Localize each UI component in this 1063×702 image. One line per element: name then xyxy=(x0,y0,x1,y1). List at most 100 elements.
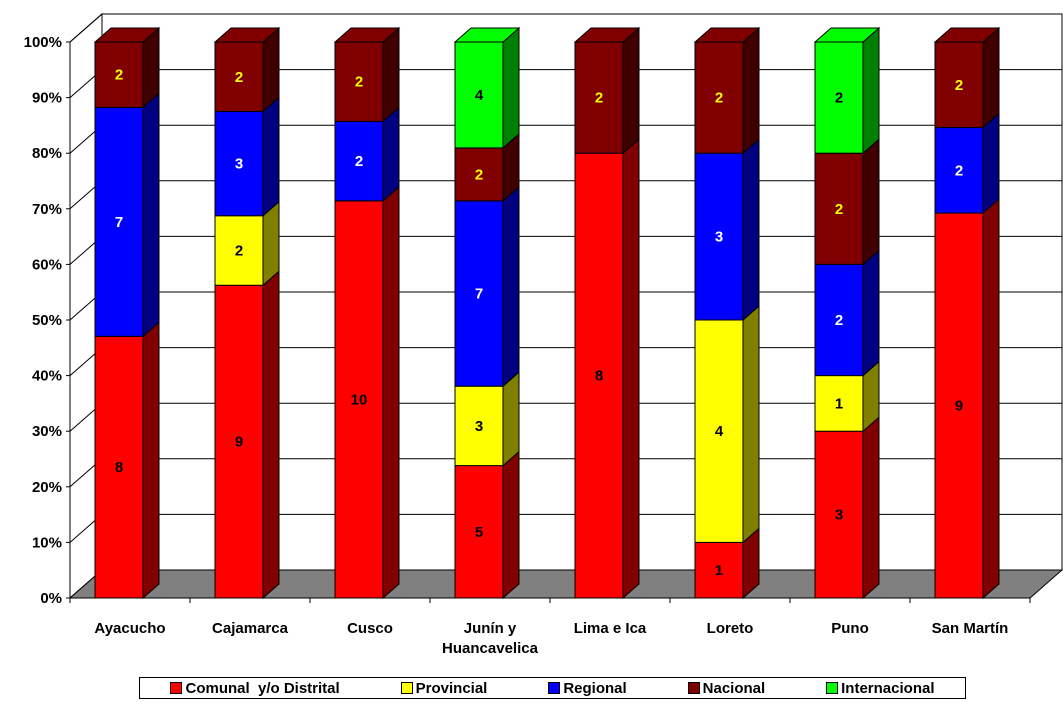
bar-segment xyxy=(454,200,504,387)
data-label: 2 xyxy=(835,312,843,329)
legend: Comunal y/o Distrital Provincial Regional N… xyxy=(139,677,966,699)
data-label: 7 xyxy=(115,214,123,231)
bar-side xyxy=(862,249,880,377)
bar-side xyxy=(502,450,520,600)
data-label: 10 xyxy=(351,391,368,408)
legend-swatch xyxy=(170,682,183,694)
data-label: 2 xyxy=(115,67,123,84)
chart-svg: 0% 10% 20% 30% 40% 50% 60% 70% 80% 90% 100% 8 7 2 Ayac… xyxy=(24,12,1063,657)
bar-side xyxy=(502,185,520,388)
data-label: 2 xyxy=(955,77,963,94)
bar-side xyxy=(742,304,760,544)
legend-item: Comunal y/o Distrital xyxy=(170,679,340,697)
category-label: Huancavelica xyxy=(442,640,539,657)
bar-side xyxy=(502,26,520,150)
bar-segment xyxy=(814,263,864,377)
y-tick-label: 20% xyxy=(32,479,62,496)
bar-side xyxy=(982,197,1000,600)
legend-item: Internacional xyxy=(826,679,935,697)
legend-item: Nacional xyxy=(687,679,766,697)
data-label: 9 xyxy=(235,434,243,451)
data-label: 2 xyxy=(835,201,843,218)
legend-label: Internacional xyxy=(841,679,935,697)
bar-side xyxy=(502,371,520,467)
bar-top xyxy=(693,27,761,43)
category-label: Cajamarca xyxy=(212,620,289,637)
category-label: San Martín xyxy=(932,620,1009,637)
data-label: 9 xyxy=(955,398,963,415)
data-label: 3 xyxy=(475,418,483,435)
category-label: Loreto xyxy=(707,620,754,637)
legend-label: Provincial xyxy=(415,679,488,697)
bar-side xyxy=(742,138,760,322)
bar-top xyxy=(93,27,161,43)
y-tick-label: 60% xyxy=(32,256,62,273)
bar-side xyxy=(262,96,280,217)
bar-segment xyxy=(814,375,864,432)
bar-side xyxy=(382,185,400,600)
data-label: 3 xyxy=(835,507,843,524)
bar-segment xyxy=(574,152,624,599)
y-tick-label: 10% xyxy=(32,534,62,551)
gridline xyxy=(69,13,1062,43)
bar-side xyxy=(262,270,280,600)
category-label: Junín y xyxy=(464,620,517,637)
bar-segment xyxy=(934,127,984,214)
category-label: Puno xyxy=(831,620,869,637)
bar-segment xyxy=(454,41,504,149)
bar-top xyxy=(453,27,521,43)
bar-top xyxy=(333,27,401,43)
bar-side xyxy=(982,112,1000,215)
bar-segment xyxy=(334,41,384,122)
bar-side xyxy=(622,138,640,600)
bar-segment xyxy=(334,200,384,599)
y-tick-label: 30% xyxy=(32,423,62,440)
legend-label: Comunal y/o Distrital xyxy=(185,679,340,697)
data-label: 5 xyxy=(475,524,483,541)
bar-segment xyxy=(934,41,984,129)
category-label: Cusco xyxy=(347,620,393,637)
bar-segment xyxy=(334,120,384,202)
legend-swatch xyxy=(548,682,561,694)
bar-segment xyxy=(214,41,264,112)
bar-segment xyxy=(814,152,864,265)
data-label: 2 xyxy=(355,74,363,91)
data-label: 2 xyxy=(475,166,483,183)
bar-top xyxy=(573,27,641,43)
legend-item: Provincial xyxy=(400,679,488,697)
bar-segment xyxy=(814,41,864,154)
legend-swatch xyxy=(400,682,413,694)
bar-top xyxy=(813,27,881,43)
bar-side xyxy=(742,26,760,155)
bar-segment xyxy=(214,284,264,599)
legend-label: Nacional xyxy=(702,679,766,697)
bar-side xyxy=(382,106,400,202)
data-label: 3 xyxy=(235,156,243,173)
data-label: 3 xyxy=(715,229,723,246)
bar-side xyxy=(382,26,400,123)
bar-top xyxy=(933,27,1001,43)
data-label: 1 xyxy=(715,562,723,579)
data-label: 4 xyxy=(475,87,484,104)
bar-segment xyxy=(934,212,984,599)
y-tick-label: 80% xyxy=(32,145,62,162)
data-label: 2 xyxy=(595,90,603,107)
bar-side xyxy=(142,92,160,338)
bar-segment xyxy=(574,41,624,154)
bar-side xyxy=(862,26,880,155)
data-label: 4 xyxy=(715,423,724,440)
data-label: 2 xyxy=(235,69,243,86)
data-label: 1 xyxy=(835,395,843,412)
data-label: 2 xyxy=(835,90,843,107)
bar-segment xyxy=(694,41,744,154)
y-tick-label: 50% xyxy=(32,312,62,329)
bar-segment xyxy=(694,152,744,321)
bar-side xyxy=(862,416,880,600)
category-label: Lima e Ica xyxy=(574,620,647,637)
data-label: 8 xyxy=(595,368,603,385)
bar-side xyxy=(862,138,880,266)
legend-swatch xyxy=(826,682,839,694)
legend-swatch xyxy=(687,682,700,694)
bar-segment xyxy=(454,385,504,467)
